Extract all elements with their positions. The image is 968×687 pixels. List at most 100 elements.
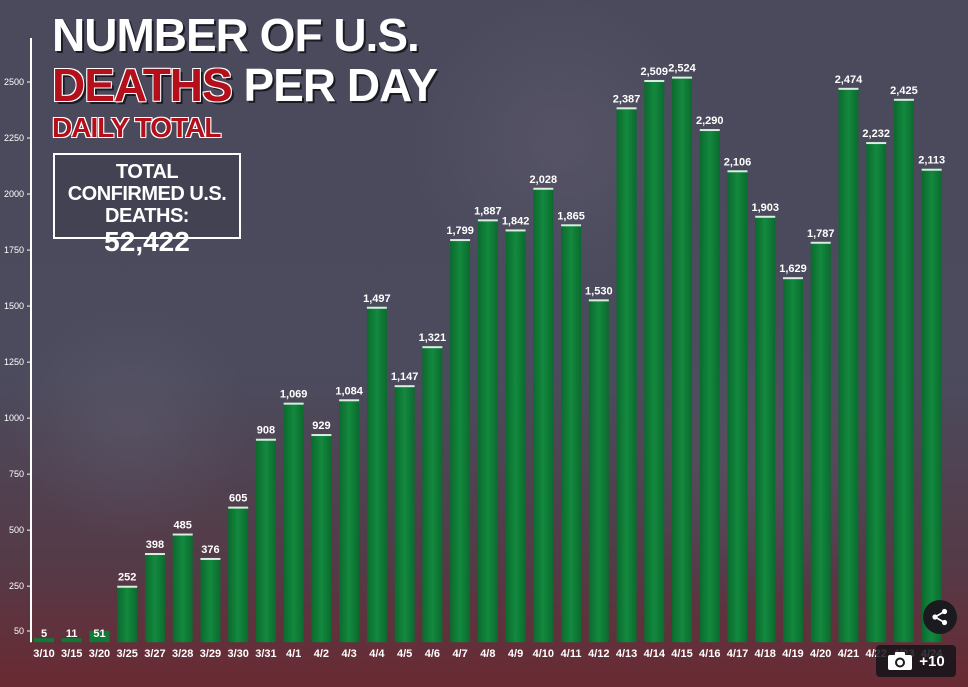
bar-cap bbox=[755, 215, 776, 218]
bar-cap bbox=[727, 170, 748, 173]
bar bbox=[533, 187, 554, 643]
y-tick-label: 500 bbox=[9, 525, 24, 535]
bar-value-label: 1,069 bbox=[280, 389, 308, 401]
x-tick-label: 4/3 bbox=[341, 648, 356, 660]
x-tick-label: 3/25 bbox=[117, 648, 138, 660]
bar bbox=[422, 346, 443, 643]
gallery-count: +10 bbox=[919, 652, 945, 670]
bar-value-label: 2,524 bbox=[668, 63, 696, 75]
bar bbox=[339, 399, 360, 643]
bar-value-label: 5 bbox=[41, 628, 47, 640]
bar-value-label: 1,887 bbox=[474, 205, 502, 217]
bar-cap bbox=[644, 79, 665, 82]
y-tick-label: 50 bbox=[14, 626, 24, 636]
x-tick-label: 4/18 bbox=[755, 648, 776, 660]
bar-cap bbox=[672, 76, 693, 79]
bar-cap bbox=[422, 346, 443, 349]
bar-value-label: 1,842 bbox=[502, 215, 530, 227]
x-tick-label: 4/8 bbox=[480, 648, 495, 660]
bar-cap bbox=[311, 434, 332, 437]
x-tick-label: 4/19 bbox=[782, 648, 803, 660]
bar-cap bbox=[588, 299, 609, 302]
bars: 5 11 51 252 398 485 376 605 908 1,069 929 1,084 1,49… bbox=[34, 63, 945, 643]
camera-icon bbox=[888, 652, 913, 670]
bar-value-label: 2,232 bbox=[862, 128, 890, 140]
x-tick-label: 4/21 bbox=[838, 648, 859, 660]
y-tick-label: 250 bbox=[9, 581, 24, 591]
x-tick-label: 4/9 bbox=[508, 648, 523, 660]
x-axis: 3/10 3/15 3/20 3/25 3/27 3/28 3/29 3/30 3/31 4/1 4… bbox=[33, 648, 943, 660]
chart-title-highlight: DEATHS bbox=[52, 59, 233, 111]
y-axis: 50 250 500 750 1000 1250 1500 1750 2000 2250 2500 bbox=[4, 38, 32, 643]
bar-cap bbox=[339, 399, 360, 402]
bar bbox=[727, 170, 748, 643]
y-tick-label: 2250 bbox=[4, 133, 24, 143]
bar bbox=[172, 533, 193, 643]
bar bbox=[699, 129, 720, 643]
bar-value-label: 2,387 bbox=[613, 93, 641, 105]
bar-cap bbox=[921, 168, 942, 171]
bar-value-label: 1,799 bbox=[446, 225, 474, 237]
bar-value-label: 1,497 bbox=[363, 293, 391, 305]
bar-cap bbox=[505, 229, 526, 232]
x-tick-label: 4/14 bbox=[644, 648, 666, 660]
y-tick-label: 1000 bbox=[4, 413, 24, 423]
x-tick-label: 4/16 bbox=[699, 648, 720, 660]
bar bbox=[394, 385, 415, 643]
bar bbox=[810, 241, 831, 643]
bar bbox=[144, 553, 165, 643]
bar-value-label: 51 bbox=[93, 628, 105, 640]
bar-value-label: 929 bbox=[312, 420, 330, 432]
chart-title-line1: NUMBER OF U.S. bbox=[52, 9, 420, 61]
gallery-button[interactable]: +10 bbox=[876, 645, 956, 677]
bar-value-label: 11 bbox=[66, 628, 78, 640]
bar-value-label: 2,509 bbox=[641, 66, 669, 78]
bar-cap bbox=[200, 557, 221, 560]
bar-cap bbox=[477, 219, 498, 222]
x-tick-label: 4/13 bbox=[616, 648, 637, 660]
bar-cap bbox=[366, 306, 387, 309]
x-tick-label: 4/17 bbox=[727, 648, 748, 660]
bar bbox=[366, 306, 387, 643]
y-tick-label: 750 bbox=[9, 469, 24, 479]
bar bbox=[866, 142, 887, 643]
bar bbox=[672, 76, 693, 643]
bar-value-label: 1,787 bbox=[807, 228, 835, 240]
x-tick-label: 3/15 bbox=[61, 648, 82, 660]
x-tick-label: 3/28 bbox=[172, 648, 193, 660]
bar-value-label: 398 bbox=[146, 539, 164, 551]
bar bbox=[34, 638, 54, 643]
bar bbox=[117, 585, 138, 643]
bar bbox=[200, 557, 221, 643]
x-tick-label: 3/20 bbox=[89, 648, 110, 660]
x-tick-label: 4/1 bbox=[286, 648, 301, 660]
bar-value-label: 2,474 bbox=[835, 74, 863, 86]
bar bbox=[477, 219, 498, 643]
x-tick-label: 4/4 bbox=[369, 648, 385, 660]
bar bbox=[616, 107, 637, 643]
bar bbox=[61, 638, 82, 643]
bar bbox=[505, 229, 526, 643]
total-deaths-label: TOTAL CONFIRMED U.S. DEATHS: bbox=[67, 161, 227, 227]
bar bbox=[228, 506, 249, 643]
bar bbox=[311, 434, 332, 643]
bar bbox=[782, 277, 803, 643]
bar-cap bbox=[255, 438, 276, 441]
bar bbox=[283, 402, 304, 643]
bar bbox=[893, 98, 914, 643]
bar-value-label: 376 bbox=[201, 544, 219, 556]
bar-cap bbox=[616, 107, 637, 110]
y-tick-label: 2000 bbox=[4, 189, 24, 199]
bar-value-label: 605 bbox=[229, 493, 247, 505]
bar-value-label: 2,113 bbox=[918, 155, 945, 167]
share-button[interactable] bbox=[923, 600, 957, 634]
bar-cap bbox=[866, 142, 887, 145]
total-deaths-box: TOTAL CONFIRMED U.S. DEATHS: 52,422 bbox=[53, 153, 241, 257]
bar-cap bbox=[172, 533, 193, 536]
bar-cap bbox=[394, 385, 415, 388]
bar-value-label: 908 bbox=[257, 425, 275, 437]
x-tick-label: 3/10 bbox=[33, 648, 54, 660]
bar bbox=[255, 438, 276, 643]
